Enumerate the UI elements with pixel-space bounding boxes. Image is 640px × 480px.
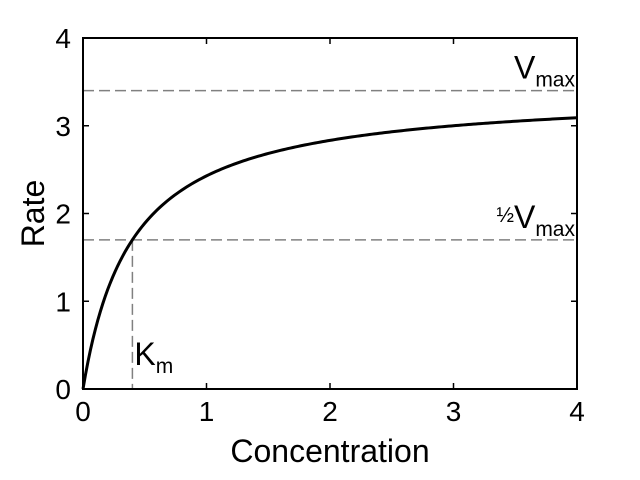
y-tick-label: 4 [55, 23, 71, 54]
half-vmax-prefix: ½ [496, 204, 514, 227]
vmax-main: V [514, 50, 536, 86]
half-vmax-annotation: ½Vmax [496, 199, 575, 241]
vmax-subscript: max [535, 69, 575, 92]
y-axis-title: Rate [15, 180, 51, 248]
km-subscript: m [156, 355, 174, 378]
y-tick-label: 0 [55, 374, 71, 405]
half-vmax-main: V [514, 199, 536, 235]
half-vmax-subscript: max [535, 218, 575, 241]
y-tick-label: 1 [55, 286, 71, 317]
x-tick-label: 3 [446, 396, 462, 427]
axis-ticks [82, 37, 578, 390]
x-axis-title: Concentration [230, 433, 429, 469]
x-tick-label: 0 [75, 396, 91, 427]
km-annotation: Km [134, 336, 173, 378]
vmax-annotation: Vmax [514, 50, 576, 92]
y-tick-label: 2 [55, 199, 71, 230]
reference-lines [83, 89, 577, 389]
km-main: K [134, 336, 155, 372]
y-tick-label: 3 [55, 111, 71, 142]
x-tick-label: 1 [199, 396, 215, 427]
x-tick-label: 4 [569, 396, 585, 427]
rate-curve [81, 116, 578, 390]
tick-labels: 0 1 2 3 4 0 1 2 3 4 [55, 23, 584, 427]
x-tick-label: 2 [322, 396, 338, 427]
